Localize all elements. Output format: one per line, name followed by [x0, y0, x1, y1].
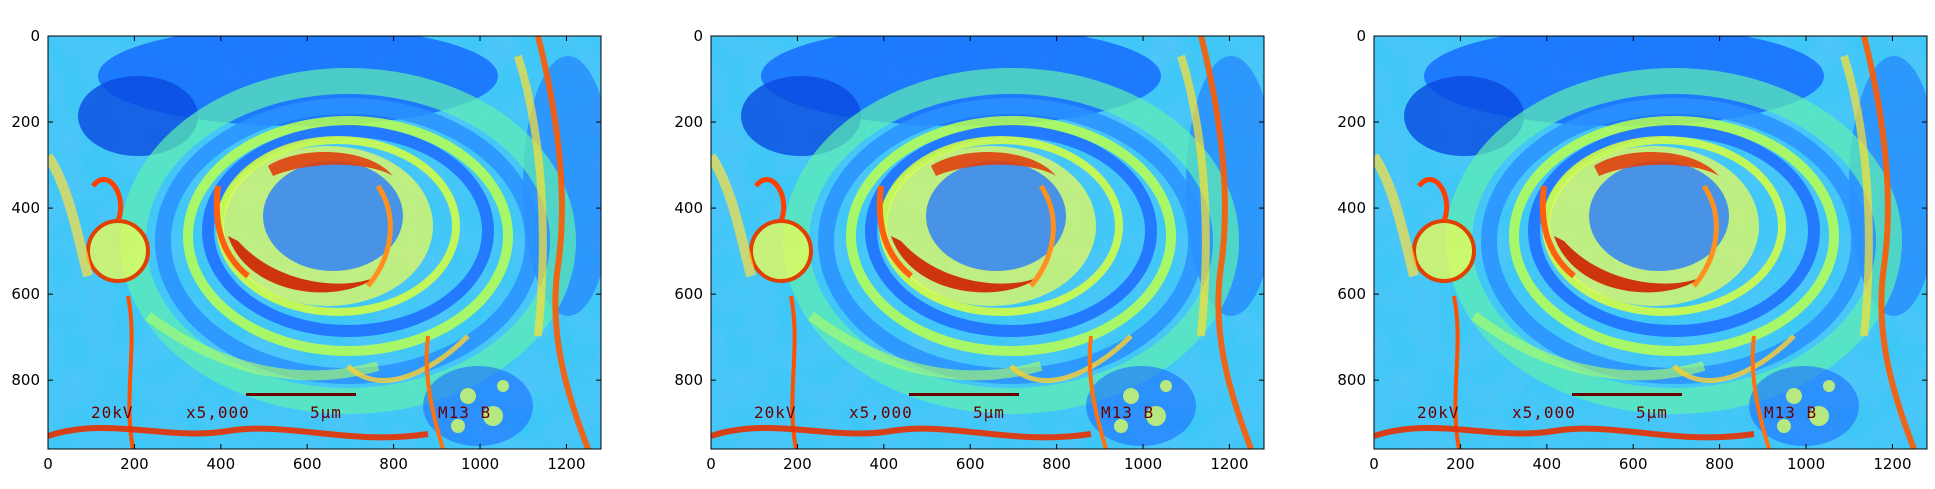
x-tick-label: 600 [293, 455, 322, 473]
x-tick-label: 600 [956, 455, 985, 473]
x-tick-label: 1000 [461, 455, 499, 473]
magnification-label: x5,000 [1512, 403, 1576, 422]
x-tick-label: 1200 [547, 455, 585, 473]
y-tick-label: 200 [674, 113, 703, 131]
x-tick-label: 1000 [1124, 455, 1162, 473]
y-tick-label: 200 [11, 113, 40, 131]
panel-left: 20kV x5,000 5µm M13 B 0 200 400 600 800 1000 1200 0… [11, 26, 613, 473]
y-tick-label: 600 [1337, 285, 1366, 303]
sem-image-left [48, 26, 613, 449]
x-tick-label: 0 [43, 455, 53, 473]
x-tick-label: 400 [869, 455, 898, 473]
axes-frame [1373, 35, 1928, 450]
panel-middle: 20kV x5,000 5µm M13 B 0 200 400 600 800 1000 1200 0… [674, 26, 1276, 473]
y-tick-label: 600 [11, 285, 40, 303]
scale-label: 5µm [1636, 403, 1668, 422]
voltage-label: 20kV [754, 403, 797, 422]
sample-id-label: M13 B [1764, 403, 1817, 422]
sample-id-label: M13 B [1101, 403, 1154, 422]
y-tick-label: 0 [30, 27, 40, 45]
y-tick-label: 800 [1337, 371, 1366, 389]
x-tick-label: 0 [706, 455, 716, 473]
voltage-label: 20kV [91, 403, 134, 422]
y-tick-label: 400 [1337, 199, 1366, 217]
x-tick-label: 800 [1705, 455, 1734, 473]
y-tick-label: 400 [11, 199, 40, 217]
x-tick-label: 800 [1042, 455, 1071, 473]
y-tick-label: 600 [674, 285, 703, 303]
y-tick-label: 0 [693, 27, 703, 45]
y-tick-label: 800 [674, 371, 703, 389]
sem-image-right [1374, 26, 1935, 449]
x-tick-label: 600 [1619, 455, 1648, 473]
magnification-label: x5,000 [849, 403, 913, 422]
voltage-label: 20kV [1417, 403, 1460, 422]
axes-frame [710, 35, 1265, 450]
y-tick-label: 800 [11, 371, 40, 389]
sem-image-middle [711, 26, 1276, 449]
x-tick-label: 200 [1446, 455, 1475, 473]
x-tick-label: 400 [1532, 455, 1561, 473]
x-tick-label: 1000 [1787, 455, 1825, 473]
x-tick-label: 200 [120, 455, 149, 473]
scale-label: 5µm [973, 403, 1005, 422]
x-tick-label: 1200 [1873, 455, 1911, 473]
y-tick-label: 400 [674, 199, 703, 217]
panel-right: 20kV x5,000 5µm M13 B 0 200 400 600 800 1000 1200 0… [1337, 26, 1935, 473]
x-tick-label: 400 [206, 455, 235, 473]
x-tick-label: 800 [379, 455, 408, 473]
scale-label: 5µm [310, 403, 342, 422]
axes-frame [47, 35, 602, 450]
x-tick-label: 200 [783, 455, 812, 473]
x-tick-label: 0 [1369, 455, 1379, 473]
magnification-label: x5,000 [186, 403, 250, 422]
sample-id-label: M13 B [438, 403, 491, 422]
y-tick-label: 200 [1337, 113, 1366, 131]
y-tick-label: 0 [1356, 27, 1366, 45]
x-tick-label: 1200 [1210, 455, 1248, 473]
